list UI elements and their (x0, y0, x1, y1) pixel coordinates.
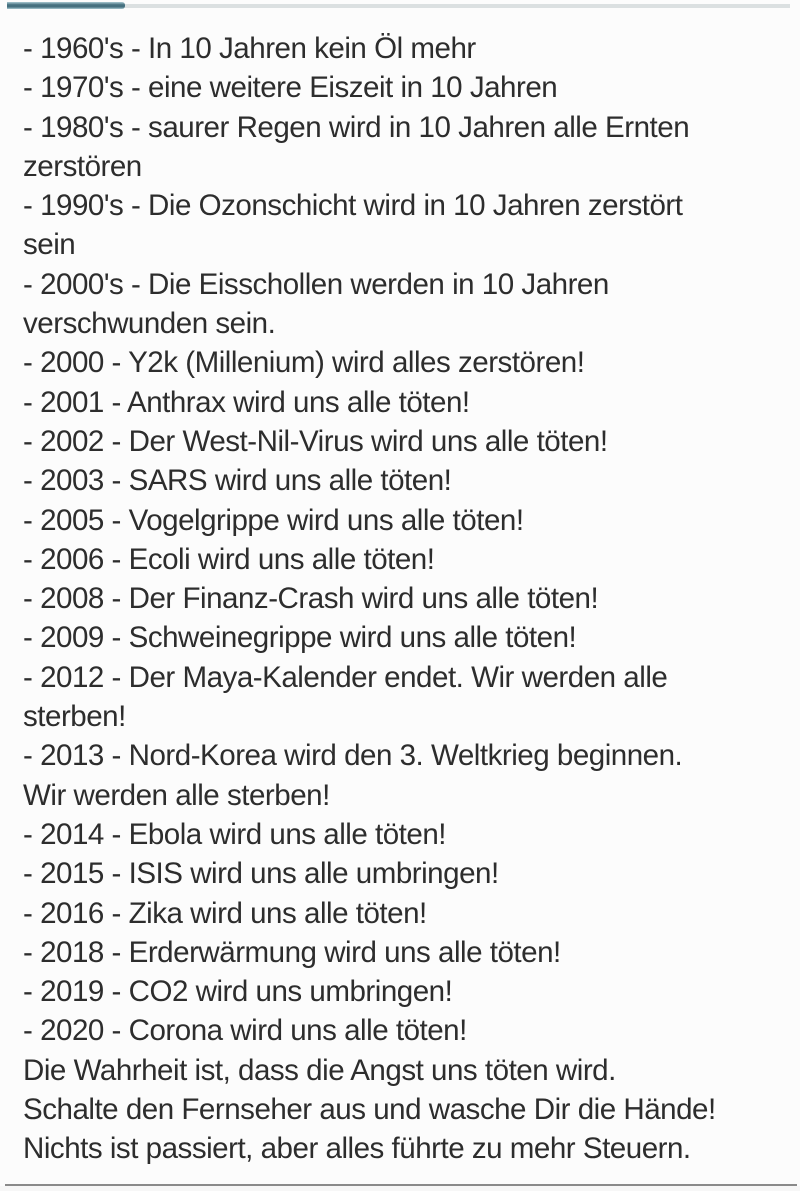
text-line: Die Wahrheit ist, dass die Angst uns töt… (23, 1053, 616, 1087)
text-line: - 2015 - ISIS wird uns alle umbringen! (23, 857, 499, 891)
text-line: - 1990's - Die Ozonschicht wird in 10 Ja… (23, 189, 683, 223)
bottom-divider (5, 1184, 797, 1186)
text-line: Wir werden alle sterben! (23, 778, 330, 812)
text-line: - 2000 - Y2k (Millenium) wird alles zers… (23, 346, 585, 380)
progress-track (7, 4, 790, 8)
text-line: - 2013 - Nord-Korea wird den 3. Weltkrie… (23, 739, 683, 773)
text-line: - 2019 - CO2 wird uns umbringen! (23, 975, 453, 1009)
text-line: - 2000's - Die Eisschollen werden in 10 … (23, 267, 609, 301)
text-line: - 2006 - Ecoli wird uns alle töten! (23, 542, 435, 576)
text-line: zerstören (23, 149, 142, 183)
text-line: Nichts ist passiert, aber alles führte z… (23, 1132, 691, 1166)
text-line: - 2003 - SARS wird uns alle töten! (23, 464, 452, 498)
text-line: Schalte den Fernseher aus und wasche Dir… (23, 1093, 716, 1127)
text-line: - 2005 - Vogelgrippe wird uns alle töten… (23, 503, 524, 537)
text-line: sein (23, 228, 76, 262)
text-line: - 2020 - Corona wird uns alle töten! (23, 1014, 467, 1048)
text-line: - 2016 - Zika wird uns alle töten! (23, 896, 427, 930)
text-line: - 2002 - Der West-Nil-Virus wird uns all… (23, 424, 608, 458)
text-line: - 1960's - In 10 Jahren kein Öl mehr (23, 32, 476, 65)
footer-strip (0, 1186, 800, 1191)
text-line: verschwunden sein. (23, 307, 276, 341)
text-line: - 2018 - Erderwärmung wird uns alle töte… (23, 935, 561, 969)
text-line: sterben! (23, 700, 126, 734)
progress-fill (7, 2, 125, 9)
video-progress-bar[interactable] (7, 2, 793, 10)
text-lines: - 1960's - In 10 Jahren kein Öl mehr - 19… (23, 29, 792, 1169)
text-line: - 1980's - saurer Regen wird in 10 Jahre… (23, 110, 690, 144)
text-line: - 1970's - eine weitere Eiszeit in 10 Ja… (23, 71, 558, 105)
text-line: - 2008 - Der Finanz-Crash wird uns alle … (23, 582, 599, 616)
text-content: - 1960's - In 10 Jahren kein Öl mehr - 19… (23, 29, 792, 1169)
text-line: - 2009 - Schweinegrippe wird uns alle tö… (23, 621, 577, 655)
text-line: - 2001 - Anthrax wird uns alle töten! (23, 385, 470, 419)
text-line: - 2014 - Ebola wird uns alle töten! (23, 817, 446, 851)
text-line: - 2012 - Der Maya-Kalender endet. Wir we… (23, 660, 668, 694)
